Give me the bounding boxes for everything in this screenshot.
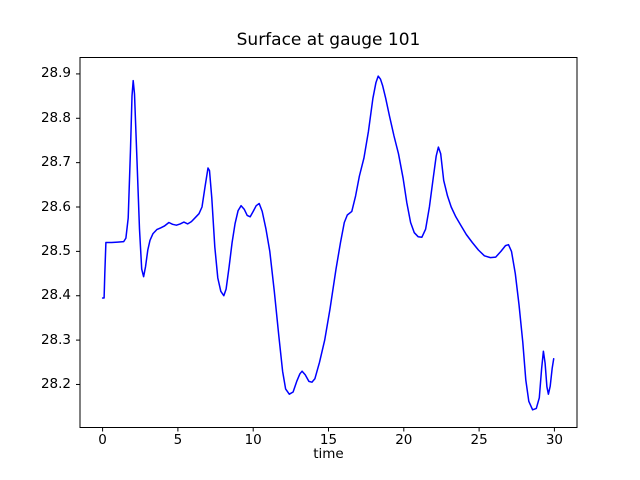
- y-tick-label: 28.3: [40, 331, 71, 348]
- x-tick-label: 20: [395, 432, 413, 448]
- y-tick-label: 28.7: [40, 154, 71, 171]
- x-tick-label: 25: [470, 432, 488, 448]
- x-tick-label: 15: [319, 432, 338, 448]
- chart-title: Surface at gauge 101: [236, 30, 421, 50]
- x-axis-label: time: [313, 446, 344, 462]
- y-tick-label: 28.8: [40, 109, 71, 126]
- axes-frame: [79, 57, 578, 428]
- y-tick-label: 28.9: [40, 65, 71, 82]
- x-tick-label: 10: [244, 432, 262, 448]
- y-tick-label: 28.4: [40, 287, 71, 304]
- surface-line: [101, 75, 555, 411]
- y-tick-label: 28.6: [40, 198, 71, 215]
- y-tick-label: 28.5: [40, 242, 71, 259]
- x-tick-label: 30: [545, 432, 563, 448]
- x-tick-label: 5: [173, 432, 183, 448]
- x-tick-label: 0: [98, 432, 107, 448]
- y-tick-label: 28.2: [40, 375, 71, 392]
